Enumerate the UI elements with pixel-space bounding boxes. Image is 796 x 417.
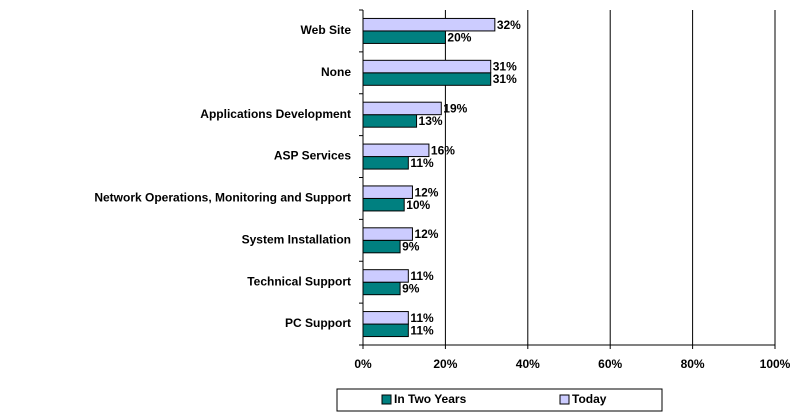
- y-tick-label: Network Operations, Monitoring and Suppo…: [94, 191, 351, 205]
- value-label: 11%: [410, 269, 434, 283]
- bar: [362, 101, 442, 116]
- value-label: 31%: [493, 72, 517, 86]
- x-tick-label: 80%: [681, 357, 705, 371]
- y-tick-label: Web Site: [301, 23, 352, 37]
- bar: [362, 323, 409, 338]
- x-tick-label: 100%: [760, 357, 791, 371]
- bar: [362, 72, 492, 86]
- value-label: 11%: [410, 323, 434, 337]
- x-tick-label: 0%: [354, 357, 372, 371]
- value-label: 9%: [402, 282, 420, 296]
- bar: [362, 185, 413, 199]
- value-label: 11%: [410, 156, 434, 170]
- y-tick-label: Applications Development: [200, 107, 351, 121]
- bar: [362, 59, 492, 74]
- y-tick-label: ASP Services: [274, 149, 351, 163]
- bar: [362, 143, 430, 158]
- bar: [362, 156, 409, 170]
- x-tick-label: 60%: [598, 357, 622, 371]
- y-tick-label: Technical Support: [247, 274, 351, 288]
- value-label: 16%: [431, 143, 455, 157]
- value-label: 32%: [497, 18, 521, 32]
- value-label: 19%: [443, 102, 467, 116]
- value-label: 31%: [493, 60, 517, 74]
- bar: [362, 30, 446, 44]
- bar: [362, 269, 409, 283]
- y-tick-label: None: [321, 65, 351, 79]
- legend-label: Today: [572, 392, 607, 406]
- value-label: 10%: [406, 198, 430, 212]
- legend-label: In Two Years: [394, 392, 467, 406]
- value-label: 12%: [414, 185, 438, 199]
- bar: [362, 114, 418, 128]
- value-label: 11%: [410, 311, 434, 325]
- legend-box: [336, 388, 663, 412]
- bar: [362, 227, 413, 241]
- value-label: 9%: [402, 240, 420, 254]
- legend-swatch: [381, 394, 392, 405]
- x-tick-label: 40%: [516, 357, 540, 371]
- bar: [362, 197, 405, 212]
- legend-swatch: [559, 394, 570, 405]
- bar: [362, 311, 409, 325]
- y-tick-label: System Installation: [242, 232, 351, 246]
- bar: [362, 17, 496, 32]
- bar: [362, 281, 401, 296]
- value-label: 13%: [419, 114, 443, 128]
- value-label: 12%: [414, 227, 438, 241]
- bar: [362, 239, 401, 254]
- value-label: 20%: [447, 30, 471, 44]
- x-tick-label: 20%: [433, 357, 457, 371]
- y-tick-label: PC Support: [285, 316, 351, 330]
